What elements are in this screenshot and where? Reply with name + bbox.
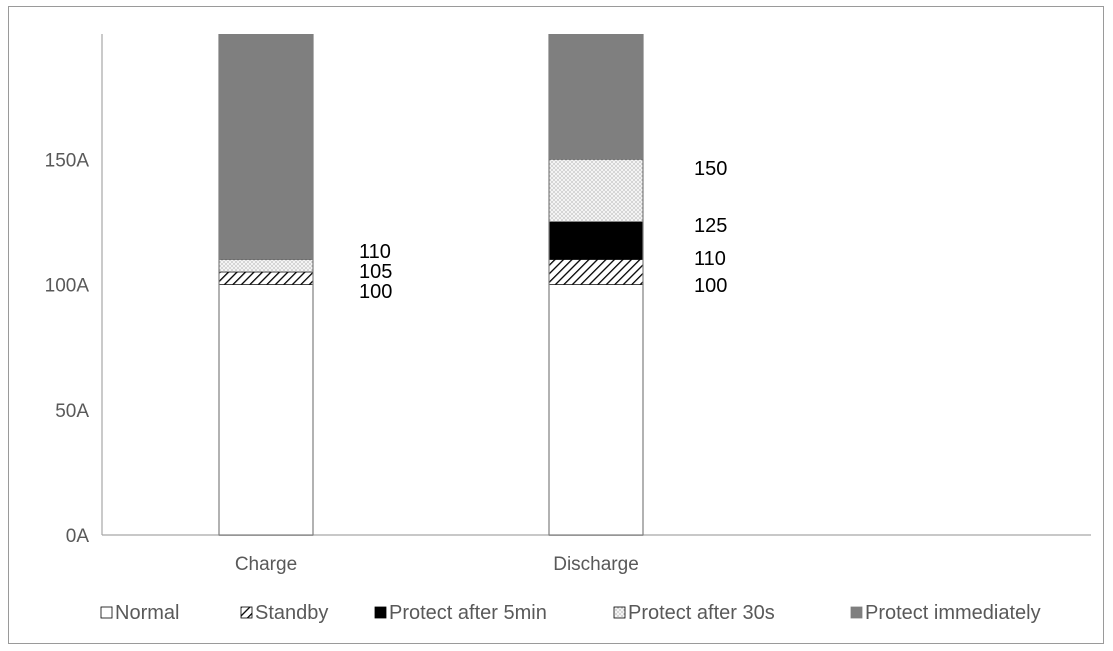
legend-swatch	[613, 606, 626, 619]
legend-label: Protect immediately	[865, 602, 1041, 624]
bar-segment-protect-after-30s	[218, 259, 314, 273]
x-category-label: Charge	[235, 554, 297, 575]
legend-swatch	[374, 606, 387, 619]
bar-stack-discharge	[548, 34, 644, 536]
y-tick-label: 0A	[66, 526, 90, 547]
bar-segment-standby	[548, 259, 644, 285]
bar-segment-protect-immediately	[219, 34, 313, 260]
legend-label: Protect after 30s	[628, 602, 775, 624]
legend-label: Normal	[115, 602, 179, 624]
bar-segment-normal	[218, 284, 314, 536]
legend-item-protect-immediately: Protect immediately	[850, 602, 1041, 624]
legend-swatch	[850, 606, 863, 619]
legend-swatch	[240, 606, 253, 619]
threshold-label: 105	[359, 261, 392, 283]
y-tick-label: 50A	[55, 401, 89, 422]
threshold-label: 110	[694, 248, 726, 270]
legend: Normal Standby Protect after 5min Protect a…	[100, 602, 1041, 624]
legend-label: Standby	[255, 602, 328, 624]
bar-segment-standby	[218, 271, 314, 285]
threshold-label: 100	[359, 281, 392, 303]
bar-segment-protect-after-30s	[548, 158, 644, 223]
threshold-label: 110	[359, 241, 391, 263]
bar-segment-normal	[548, 284, 644, 536]
legend-swatch	[100, 606, 113, 619]
legend-item-protect-after-5min: Protect after 5min	[374, 602, 547, 624]
threshold-label: 150	[694, 158, 727, 180]
legend-label: Protect after 5min	[389, 602, 547, 624]
threshold-label: 125	[694, 215, 727, 237]
threshold-label: 100	[694, 275, 727, 297]
y-tick-label: 150A	[45, 150, 90, 171]
bar-stack-charge	[218, 34, 314, 536]
chart-frame: 0A 50A 100A 150A Charge Discharge 110 105 100 150…	[8, 6, 1104, 644]
legend-item-standby: Standby	[240, 602, 328, 624]
x-category-label: Discharge	[553, 554, 639, 575]
bar-segment-protect-immediately	[549, 34, 643, 160]
bar-segment-protect-after-5min	[548, 221, 644, 260]
y-tick-label: 100A	[45, 276, 90, 297]
legend-item-normal: Normal	[100, 602, 179, 624]
legend-item-protect-after-30s: Protect after 30s	[613, 602, 775, 624]
